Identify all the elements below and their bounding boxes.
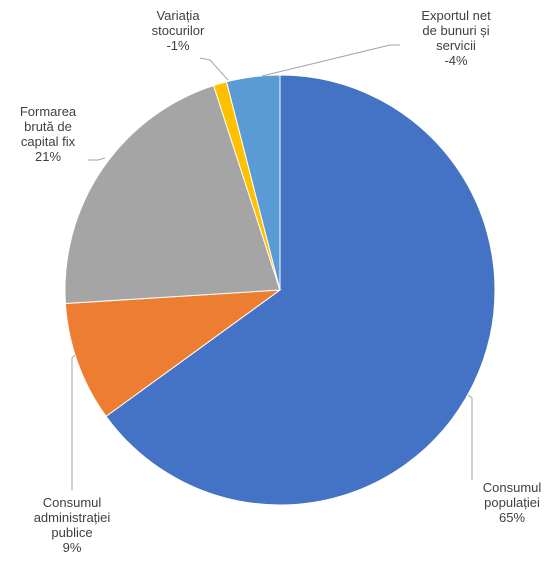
category-label: Variația stocurilor [151,8,205,38]
value-label: 65% [498,510,526,525]
value-label: -4% [444,53,468,68]
pie-slice [64,84,281,305]
slice-label: Consumul populației 65% [452,480,553,525]
category-label: Consumul administrației publice [33,495,111,540]
category-label: Exportul net de bunuri și servicii [421,8,491,53]
slice-label: Variația stocurilor -1% [118,8,238,53]
leader-line [261,44,400,77]
slice-label: Formarea brută de capital fix 21% [0,104,108,164]
leader-line [199,57,229,81]
pie-slice [105,74,496,506]
leader-line [71,354,76,490]
leader-line [88,157,106,161]
value-label: 21% [34,149,62,164]
category-label: Formarea brută de capital fix [19,104,77,149]
pie-slice [225,74,281,291]
category-label: Consumul populației [482,480,542,510]
value-label: -1% [166,38,190,53]
leader-line [467,394,473,480]
slice-label: Exportul net de bunuri și servicii -4% [396,8,516,68]
slice-label: Consumul administrației publice 9% [12,495,132,555]
value-label: 9% [62,540,82,555]
pie-slice [64,289,282,418]
